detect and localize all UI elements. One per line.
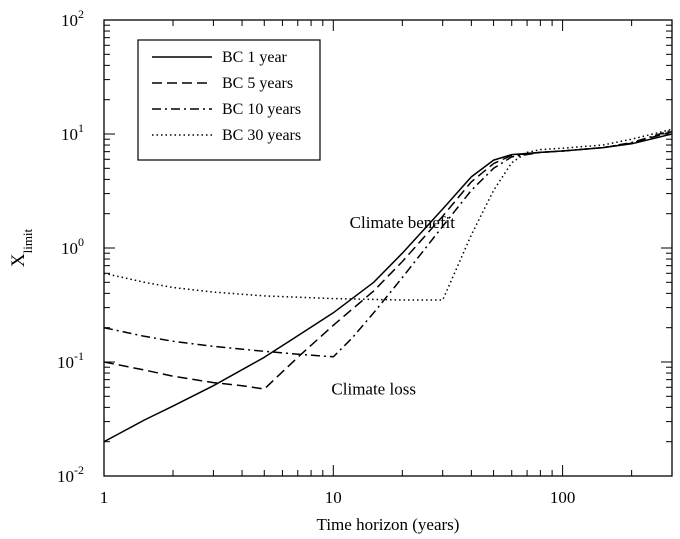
- annotation-1: Climate benefit: [350, 213, 456, 232]
- x-tick-label: 1: [100, 488, 109, 507]
- legend: BC 1 year BC 5 years BC 10 years BC 30 year…: [137, 39, 321, 161]
- y-tick-label: 100: [61, 235, 84, 258]
- y-tick-label-base: 10: [57, 353, 74, 372]
- y-tick-label-exponent: 1: [78, 121, 84, 135]
- y-tick-label-exponent: -1: [74, 349, 84, 363]
- legend-box: [137, 39, 321, 161]
- y-tick-label-exponent: 0: [78, 235, 84, 249]
- series-layer: [104, 128, 672, 443]
- y-axis-label-sub: limit: [20, 228, 35, 253]
- y-tick-label-base: 10: [61, 125, 78, 144]
- x-tick-label: 100: [550, 488, 576, 507]
- y-tick-label: 10-1: [57, 349, 84, 372]
- series-line-2: [104, 130, 672, 390]
- legend-label-1: BC 1 year: [222, 49, 288, 66]
- x-axis-label: Time horizon (years): [317, 515, 460, 534]
- y-tick-label: 101: [61, 121, 84, 144]
- y-tick-label: 10-2: [57, 463, 84, 486]
- y-tick-label-base: 10: [57, 467, 74, 486]
- legend-label-3: BC 10 years: [222, 101, 301, 118]
- x-tick-label: 10: [325, 488, 342, 507]
- y-tick-label-exponent: 2: [78, 7, 84, 21]
- y-tick-label-exponent: -2: [74, 463, 84, 477]
- y-tick-label: 102: [61, 7, 84, 30]
- y-tick-label-base: 10: [61, 11, 78, 30]
- y-axis-label: Xlimit: [8, 228, 35, 267]
- legend-label-4: BC 30 years: [222, 127, 301, 144]
- legend-label-2: BC 5 years: [222, 75, 293, 92]
- annotation-2: Climate loss: [331, 379, 416, 398]
- y-axis-label-main: X: [8, 253, 29, 267]
- y-tick-label-base: 10: [61, 239, 78, 258]
- series-line-3: [104, 129, 672, 358]
- annotation-layer: Climate benefit Climate loss: [331, 213, 455, 398]
